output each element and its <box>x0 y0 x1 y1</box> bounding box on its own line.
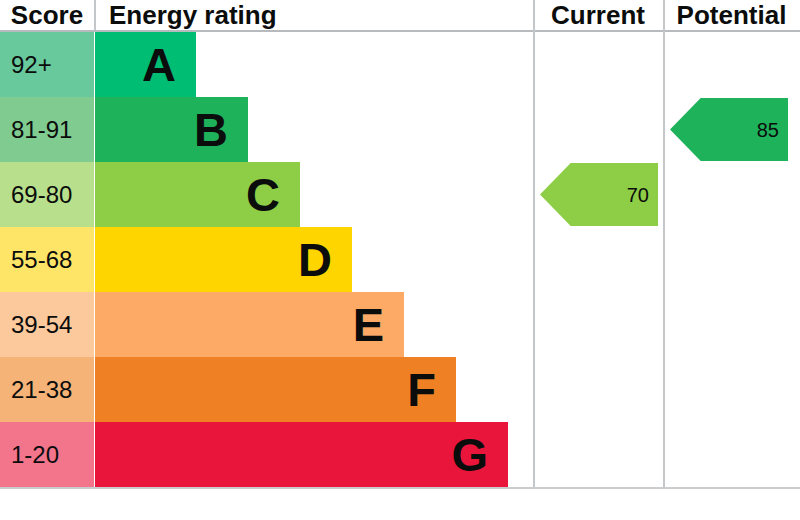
band-letter: G <box>451 431 488 478</box>
band-score-cell: 69-80 <box>0 162 94 227</box>
band-score-cell: 92+ <box>0 32 94 97</box>
band-bar: B <box>95 97 248 162</box>
band-bar: D <box>95 227 352 292</box>
band-score-cell: 1-20 <box>0 422 94 487</box>
header-energy-rating: Energy rating <box>95 0 547 30</box>
band-score-label: 21-38 <box>11 376 72 404</box>
band-score-cell: 55-68 <box>0 227 94 292</box>
band-row-e: 39-54 E <box>0 292 533 357</box>
potential-rating-value: 85 <box>757 120 779 140</box>
band-letter: F <box>407 366 436 413</box>
band-letter: D <box>298 236 332 283</box>
potential-column-divider <box>663 0 665 489</box>
band-score-cell: 21-38 <box>0 357 94 422</box>
band-letter: E <box>353 301 384 348</box>
band-score-label: 92+ <box>11 51 52 79</box>
band-row-g: 1-20 G <box>0 422 533 487</box>
band-bar: C <box>95 162 300 227</box>
band-letter: C <box>246 171 280 218</box>
band-letter: B <box>194 106 228 153</box>
chart-bottom-border <box>0 487 800 489</box>
band-bar: E <box>95 292 404 357</box>
potential-rating-arrow: 85 <box>670 98 788 161</box>
band-row-b: 81-91 B <box>0 97 533 162</box>
band-score-cell: 39-54 <box>0 292 94 357</box>
band-bar: A <box>95 32 196 97</box>
band-bar: G <box>95 422 508 487</box>
band-row-d: 55-68 D <box>0 227 533 292</box>
band-row-a: 92+ A <box>0 32 533 97</box>
current-rating-value: 70 <box>627 185 649 205</box>
band-row-c: 69-80 C <box>0 162 533 227</box>
band-score-cell: 81-91 <box>0 97 94 162</box>
score-column-divider <box>94 0 96 30</box>
band-row-f: 21-38 F <box>0 357 533 422</box>
band-score-label: 81-91 <box>11 116 72 144</box>
band-letter: A <box>142 41 176 88</box>
current-rating-arrow: 70 <box>540 163 658 226</box>
band-score-label: 55-68 <box>11 246 72 274</box>
band-bar: F <box>95 357 456 422</box>
band-score-label: 39-54 <box>11 311 72 339</box>
header-score: Score <box>0 0 94 30</box>
header-current: Current <box>533 0 663 30</box>
chart-header: Score Energy rating Current Potential <box>0 0 800 30</box>
band-score-label: 69-80 <box>11 181 72 209</box>
epc-rating-chart: Score Energy rating Current Potential 92… <box>0 0 800 520</box>
current-column-divider <box>533 0 535 489</box>
header-potential: Potential <box>663 0 800 30</box>
band-score-label: 1-20 <box>11 441 59 469</box>
